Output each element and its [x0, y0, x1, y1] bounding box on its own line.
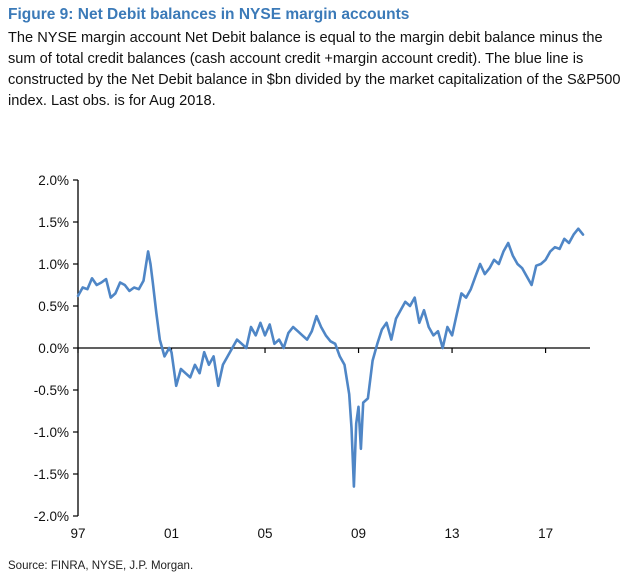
y-tick-label: 1.5%	[38, 215, 69, 230]
x-tick-label: 17	[538, 526, 553, 541]
source-note: Source: FINRA, NYSE, J.P. Morgan.	[8, 560, 194, 572]
y-tick-label: 2.0%	[38, 173, 69, 188]
x-axis-ticks: 97 01 05 09 13 17	[70, 348, 553, 541]
y-tick-label: 0.5%	[38, 299, 69, 314]
y-tick-label: -2.0%	[34, 509, 69, 524]
x-tick-label: 13	[445, 526, 460, 541]
x-tick-label: 09	[351, 526, 366, 541]
y-axis-ticks: 2.0% 1.5% 1.0% 0.5% 0.0% -0.5% -1.0% -1.5% -2.0%	[34, 173, 78, 524]
x-tick-label: 97	[70, 526, 85, 541]
figure-description: The NYSE margin account Net Debit balanc…	[8, 30, 621, 109]
series-line	[76, 227, 585, 488]
y-tick-label: -1.5%	[34, 467, 69, 482]
x-tick-label: 01	[164, 526, 179, 541]
y-tick-label: 1.0%	[38, 257, 69, 272]
line-chart: 2.0% 1.5% 1.0% 0.5% 0.0% -0.5% -1.0% -1.5% -2.0%…	[34, 173, 590, 541]
y-tick-label: 0.0%	[38, 341, 69, 356]
x-tick-label: 05	[258, 526, 273, 541]
y-tick-label: -0.5%	[34, 383, 69, 398]
figure-title: Figure 9: Net Debit balances in NYSE mar…	[8, 6, 410, 23]
series-layer	[76, 227, 585, 488]
y-tick-label: -1.0%	[34, 425, 69, 440]
